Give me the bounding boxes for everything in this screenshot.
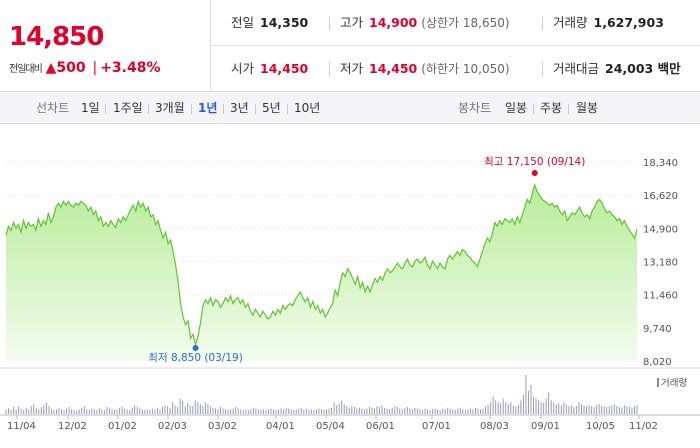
volume-value: 1,627,903 bbox=[593, 15, 664, 30]
open-price: 시가 14,450 bbox=[231, 46, 308, 92]
x-tick-label: 12/02 bbox=[58, 421, 87, 432]
price-change: 전일대비 ▲500 | +3.48% bbox=[9, 60, 161, 76]
x-tick-label: 09/01 bbox=[531, 421, 560, 432]
volume-legend-icon bbox=[657, 378, 659, 387]
up-arrow-icon: ▲ bbox=[45, 60, 57, 76]
low-value: 14,450 bbox=[369, 61, 418, 76]
sep bbox=[105, 104, 106, 114]
price-summary: 14,850 전일대비 ▲500 | +3.48% bbox=[0, 0, 211, 92]
x-tick-label: 11/04 bbox=[7, 421, 36, 432]
chart-toolbar: 선차트 1일 1주일 3개월 1년 3년 5년 10년 봉차트 일봉 주봉 월봉 bbox=[0, 93, 700, 124]
period-3y[interactable]: 3년 bbox=[230, 101, 249, 115]
y-tick-label: 11,460 bbox=[643, 291, 678, 302]
trade-amount: 거래대금 24,003 백만 bbox=[553, 46, 681, 92]
change-label: 전일대비 bbox=[9, 64, 43, 75]
price-chart: 18,340 16,620 14,900 13,180 11,460 9,740 8,020… bbox=[0, 156, 700, 432]
price-area bbox=[6, 184, 637, 361]
low-marker bbox=[192, 344, 199, 351]
upper-limit: (상한가 18,650) bbox=[421, 16, 510, 30]
period-1y[interactable]: 1년 bbox=[198, 101, 218, 115]
change-percent: +3.48% bbox=[100, 60, 161, 76]
candle-monthly[interactable]: 월봉 bbox=[576, 101, 599, 115]
x-tick-label: 04/01 bbox=[266, 421, 295, 432]
high-value: 14,900 bbox=[369, 15, 418, 30]
sep bbox=[148, 104, 149, 114]
y-tick-label: 14,900 bbox=[643, 224, 678, 235]
x-tick-label: 08/03 bbox=[480, 421, 509, 432]
amount-value: 24,003 백만 bbox=[605, 61, 681, 76]
low-label: 저가 bbox=[340, 61, 364, 76]
quote-header: 14,850 전일대비 ▲500 | +3.48% 전일 14,350 고가 14,9… bbox=[0, 0, 700, 92]
sep bbox=[255, 104, 256, 114]
period-5y[interactable]: 5년 bbox=[262, 101, 281, 115]
x-tick-label: 01/02 bbox=[108, 421, 137, 432]
quote-row-2: 시가 14,450 저가 14,450 (하한가 10,050) 거래대금 24,003… bbox=[211, 46, 700, 92]
x-tick-label: 02/03 bbox=[158, 421, 187, 432]
prev-close: 전일 14,350 bbox=[231, 0, 308, 46]
y-tick-label: 9,740 bbox=[643, 324, 672, 335]
high-label: 고가 bbox=[340, 15, 364, 30]
sep bbox=[223, 104, 224, 114]
period-10y[interactable]: 10년 bbox=[294, 101, 321, 115]
lower-limit: (하한가 10,050) bbox=[421, 62, 510, 76]
price-line bbox=[5, 182, 638, 346]
day-low: 저가 14,450 (하한가 10,050) bbox=[340, 46, 510, 92]
x-tick-label: 11/02 bbox=[629, 421, 658, 432]
sep bbox=[568, 104, 569, 114]
divider bbox=[329, 16, 330, 30]
day-high: 고가 14,900 (상한가 18,650) bbox=[340, 0, 510, 46]
candle-chart-label: 봉차트 bbox=[458, 101, 492, 115]
line-chart-label: 선차트 bbox=[36, 101, 70, 115]
high-annotation: 최고 17,150 (09/14) bbox=[484, 156, 585, 168]
y-tick-label: 16,620 bbox=[643, 191, 678, 202]
high-marker bbox=[531, 169, 538, 176]
x-tick-label: 06/01 bbox=[366, 421, 395, 432]
x-tick-label: 07/01 bbox=[422, 421, 451, 432]
prev-close-value: 14,350 bbox=[260, 15, 309, 30]
open-label: 시가 bbox=[231, 61, 255, 76]
divider bbox=[542, 62, 543, 76]
open-value: 14,450 bbox=[260, 61, 309, 76]
amount-label: 거래대금 bbox=[553, 61, 600, 76]
x-tick-label: 10/05 bbox=[586, 421, 615, 432]
current-price: 14,850 bbox=[9, 22, 104, 52]
low-annotation: 최저 8,850 (03/19) bbox=[148, 352, 243, 364]
volume-label: 거래량 bbox=[553, 15, 588, 30]
y-tick-label: 18,340 bbox=[643, 158, 678, 169]
divider bbox=[542, 16, 543, 30]
divider bbox=[329, 62, 330, 76]
period-3m[interactable]: 3개월 bbox=[155, 101, 185, 115]
period-1d[interactable]: 1일 bbox=[81, 101, 100, 115]
x-tick-label: 03/02 bbox=[208, 421, 237, 432]
candle-weekly[interactable]: 주봉 bbox=[540, 101, 563, 115]
x-tick-label: 05/04 bbox=[316, 421, 345, 432]
volume: 거래량 1,627,903 bbox=[553, 0, 664, 46]
sep bbox=[533, 104, 534, 114]
y-tick-label: 8,020 bbox=[643, 357, 672, 368]
sep bbox=[287, 104, 288, 114]
y-tick-label: 13,180 bbox=[643, 258, 678, 269]
change-value: 500 bbox=[56, 60, 86, 76]
candle-daily[interactable]: 일봉 bbox=[505, 101, 528, 115]
change-divider: | bbox=[92, 60, 98, 76]
quote-row-1: 전일 14,350 고가 14,900 (상한가 18,650) 거래량 1,627,9… bbox=[211, 0, 700, 46]
sep bbox=[191, 104, 192, 114]
period-1w[interactable]: 1주일 bbox=[113, 101, 143, 115]
prev-close-label: 전일 bbox=[231, 15, 255, 30]
volume-legend-label: 거래량 bbox=[661, 377, 687, 389]
